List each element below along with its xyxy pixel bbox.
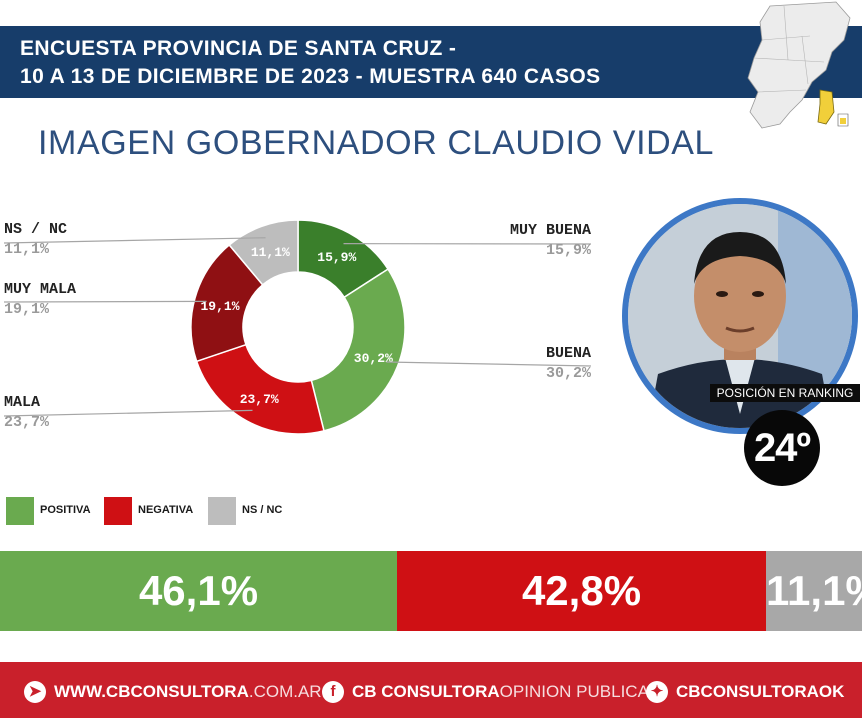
side-label-muy-mala: MUY MALA xyxy=(4,281,76,298)
footer-fb-light: OPINION PUBLICA xyxy=(499,682,649,701)
footer-twitter[interactable]: ✦ CBCONSULTORAOK xyxy=(646,681,844,703)
side-value-buena: 30,2% xyxy=(546,365,592,382)
twitter-bird-icon: ✦ xyxy=(646,681,668,703)
side-value-mala: 23,7% xyxy=(4,414,50,431)
header-line-2: 10 A 13 DE DICIEMBRE DE 2023 - MUESTRA 6… xyxy=(20,65,601,88)
slice-ns-nc xyxy=(228,219,299,286)
portrait-icon xyxy=(628,204,852,428)
total-negativa: 42,8% xyxy=(397,551,766,631)
side-value-muy-mala: 19,1% xyxy=(4,301,50,318)
leader-line-muy-mala xyxy=(3,300,207,303)
slice-value-muy-buena: 15,9% xyxy=(317,250,356,265)
side-label-ns-nc: NS / NC xyxy=(4,221,67,238)
leader-line-mala xyxy=(3,409,253,417)
footer-tw-strong: CBCONSULTORAOK xyxy=(676,682,845,701)
header-bar xyxy=(0,26,862,98)
footer-fb-strong: CB CONSULTORA xyxy=(352,682,500,701)
side-label-mala: MALA xyxy=(4,394,40,411)
footer-web[interactable]: ➤ WWW.CBCONSULTORA .COM.AR xyxy=(24,681,322,703)
legend-swatch xyxy=(104,497,132,525)
ranking-badge: 24º xyxy=(744,410,820,486)
side-label-muy-buena: MUY BUENA xyxy=(510,222,591,239)
legend-swatch xyxy=(208,497,236,525)
facebook-icon: f xyxy=(322,681,344,703)
ranking-caption: POSICIÓN EN RANKING xyxy=(710,384,860,402)
legend-label: POSITIVA xyxy=(40,504,91,516)
legend-label: NEGATIVA xyxy=(138,504,194,516)
slice-value-buena: 30,2% xyxy=(354,351,393,366)
totals-bar: 46,1%42,8%11,1% xyxy=(0,551,862,631)
footer: ➤ WWW.CBCONSULTORA .COM.AR f CB CONSULTOR… xyxy=(0,662,862,718)
slice-value-ns-nc: 11,1% xyxy=(251,245,290,260)
leader-line-buena xyxy=(386,361,592,367)
cursor-click-icon: ➤ xyxy=(24,681,46,703)
slice-value-mala: 23,7% xyxy=(240,392,279,407)
total-nsnc: 11,1% xyxy=(766,551,862,631)
slice-buena xyxy=(310,268,406,432)
footer-facebook[interactable]: f CB CONSULTORA OPINION PUBLICA xyxy=(322,681,649,703)
footer-web-strong: WWW.CBCONSULTORA xyxy=(54,682,249,701)
header-line-1: ENCUESTA PROVINCIA DE SANTA CRUZ - xyxy=(20,37,457,60)
side-value-ns-nc: 11,1% xyxy=(4,241,50,258)
page-title: IMAGEN GOBERNADOR CLAUDIO VIDAL xyxy=(38,124,715,162)
legend-swatch xyxy=(6,497,34,525)
leader-line-ns-nc xyxy=(3,237,266,244)
slice-value-muy-mala: 19,1% xyxy=(200,299,239,314)
legend-label: NS / NC xyxy=(242,504,283,516)
side-label-buena: BUENA xyxy=(546,345,591,362)
total-positiva: 46,1% xyxy=(0,551,397,631)
footer-web-light: .COM.AR xyxy=(248,682,322,701)
slice-mala xyxy=(195,343,325,435)
argentina-map-icon xyxy=(747,1,851,129)
side-value-muy-buena: 15,9% xyxy=(546,242,592,259)
